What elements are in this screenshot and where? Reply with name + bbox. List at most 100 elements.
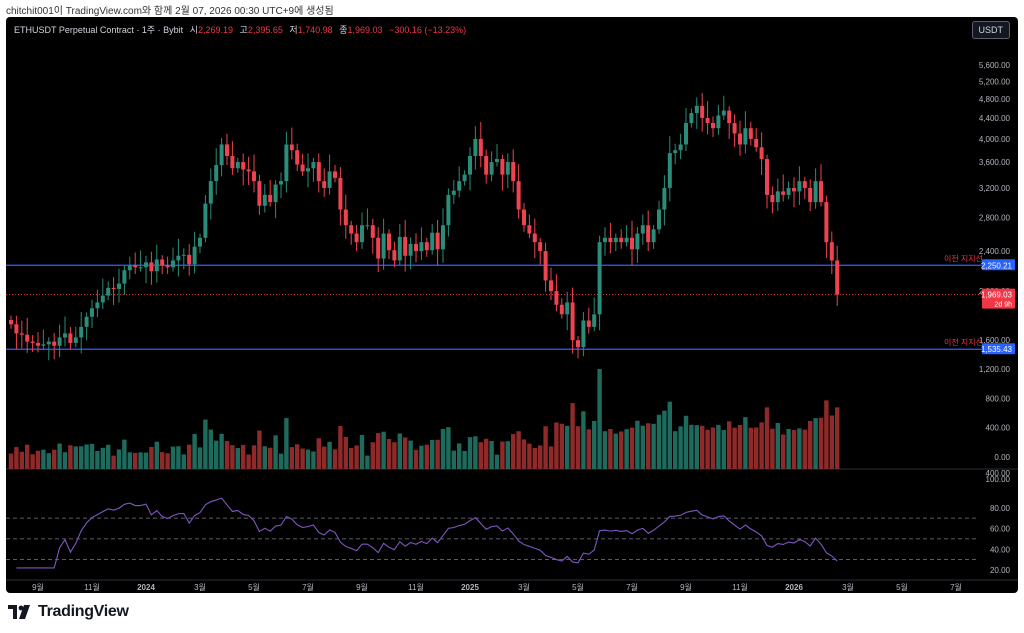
time-tick-label: 2025 — [461, 583, 479, 592]
volume-bar — [581, 411, 586, 469]
candle-body — [90, 308, 94, 317]
candle-body — [262, 194, 267, 206]
candle-body — [484, 156, 489, 175]
volume-bar — [354, 445, 359, 469]
candle-body — [457, 181, 462, 191]
candle-body — [171, 260, 175, 268]
volume-bar — [683, 415, 689, 469]
support-line-label: 이전 지지선 — [944, 253, 983, 263]
volume-bar — [181, 454, 186, 469]
candle-body — [813, 181, 818, 203]
volume-bar — [311, 451, 316, 469]
volume-bar — [111, 455, 116, 469]
high-label: 고 — [239, 25, 248, 35]
volume-bar — [656, 414, 662, 469]
volume-bar — [538, 445, 543, 469]
candle-body — [257, 181, 262, 206]
volume-bar — [257, 430, 262, 469]
candle-body — [203, 203, 208, 238]
volume-bar — [176, 446, 181, 469]
candle-body — [349, 225, 354, 234]
volume-bar — [586, 429, 591, 469]
time-tick-label: 5월 — [896, 582, 908, 592]
candle-body — [619, 237, 624, 243]
chart-canvas[interactable]: 5,600.00 5,200.00 4,800.00 4,400.00 4,000.00… — [6, 17, 1018, 593]
volume-bar — [673, 431, 678, 469]
candle-body — [532, 233, 537, 243]
volume-bar — [408, 440, 413, 469]
volume-bar — [786, 429, 791, 469]
volume-bar — [219, 433, 224, 469]
volume-bar — [241, 444, 246, 469]
candle-body — [646, 225, 651, 243]
candle-body — [127, 265, 132, 271]
candle-body — [554, 291, 559, 305]
candle-body — [770, 194, 775, 203]
candle-body — [462, 174, 467, 182]
candle-body — [289, 144, 294, 151]
candle-body — [435, 232, 440, 250]
volume-bar — [705, 429, 710, 469]
volume-bar — [278, 453, 284, 469]
price-tick-label: 1,600.00 — [979, 336, 1011, 345]
candle-body — [187, 254, 192, 265]
volume-bar — [8, 453, 14, 469]
volume-bar — [646, 423, 651, 469]
tradingview-logo[interactable]: TradingView — [8, 603, 129, 621]
volume-tick-label: 400.00 — [986, 424, 1011, 433]
volume-bar — [208, 429, 213, 469]
candle-body — [354, 233, 359, 243]
candle-body — [716, 115, 721, 129]
volume-bar — [527, 443, 532, 469]
candle-body — [322, 181, 327, 188]
candle-body — [700, 105, 705, 118]
candle-body — [630, 237, 634, 250]
candle-body — [738, 133, 742, 145]
candle-body — [79, 326, 84, 338]
candle-body — [786, 187, 791, 195]
candle-body — [279, 181, 283, 185]
candle-body — [246, 169, 251, 172]
candle-body — [511, 162, 516, 182]
volume-bar — [392, 442, 397, 469]
volume-bar — [251, 445, 257, 469]
candle-body — [797, 181, 802, 192]
currency-button[interactable]: USDT — [971, 21, 1010, 39]
support-price-tag — [982, 259, 1015, 271]
volume-bar — [343, 436, 348, 469]
high-value: 2,395.65 — [247, 25, 283, 35]
candle-body — [122, 270, 127, 284]
volume-bar — [694, 425, 699, 469]
volume-bar — [289, 447, 294, 469]
candle-body — [808, 187, 813, 203]
volume-bar — [73, 446, 78, 469]
volume-bar — [710, 427, 716, 469]
volume-bar — [370, 442, 375, 469]
volume-bar — [521, 439, 527, 469]
volume-bar — [754, 427, 759, 469]
volume-bar — [678, 426, 683, 469]
candle-body — [603, 237, 607, 243]
volume-bar — [835, 407, 840, 469]
rsi-tick-label: 20.00 — [990, 566, 1011, 575]
candle-body — [727, 110, 732, 124]
chart-frame[interactable]: 5,600.00 5,200.00 4,800.00 4,400.00 4,000.00… — [6, 17, 1018, 593]
candle-body — [176, 255, 181, 261]
candle-body — [219, 144, 224, 166]
candle-body — [133, 265, 138, 268]
volume-bar — [592, 420, 597, 469]
volume-bar — [597, 369, 602, 469]
volume-tick-label: 0.00 — [994, 453, 1010, 462]
time-tick-label: 9월 — [680, 582, 692, 592]
volume-bar — [52, 449, 57, 469]
candle-body — [765, 159, 769, 195]
candle-body — [165, 265, 170, 268]
candle-body — [117, 283, 121, 289]
candle-body — [214, 165, 219, 182]
candle-body — [635, 233, 640, 250]
volume-bar — [559, 423, 564, 469]
candle-body — [365, 225, 370, 227]
price-tick-label: 5,200.00 — [979, 77, 1011, 86]
volume-bar — [435, 439, 440, 469]
candle-body — [241, 162, 246, 170]
